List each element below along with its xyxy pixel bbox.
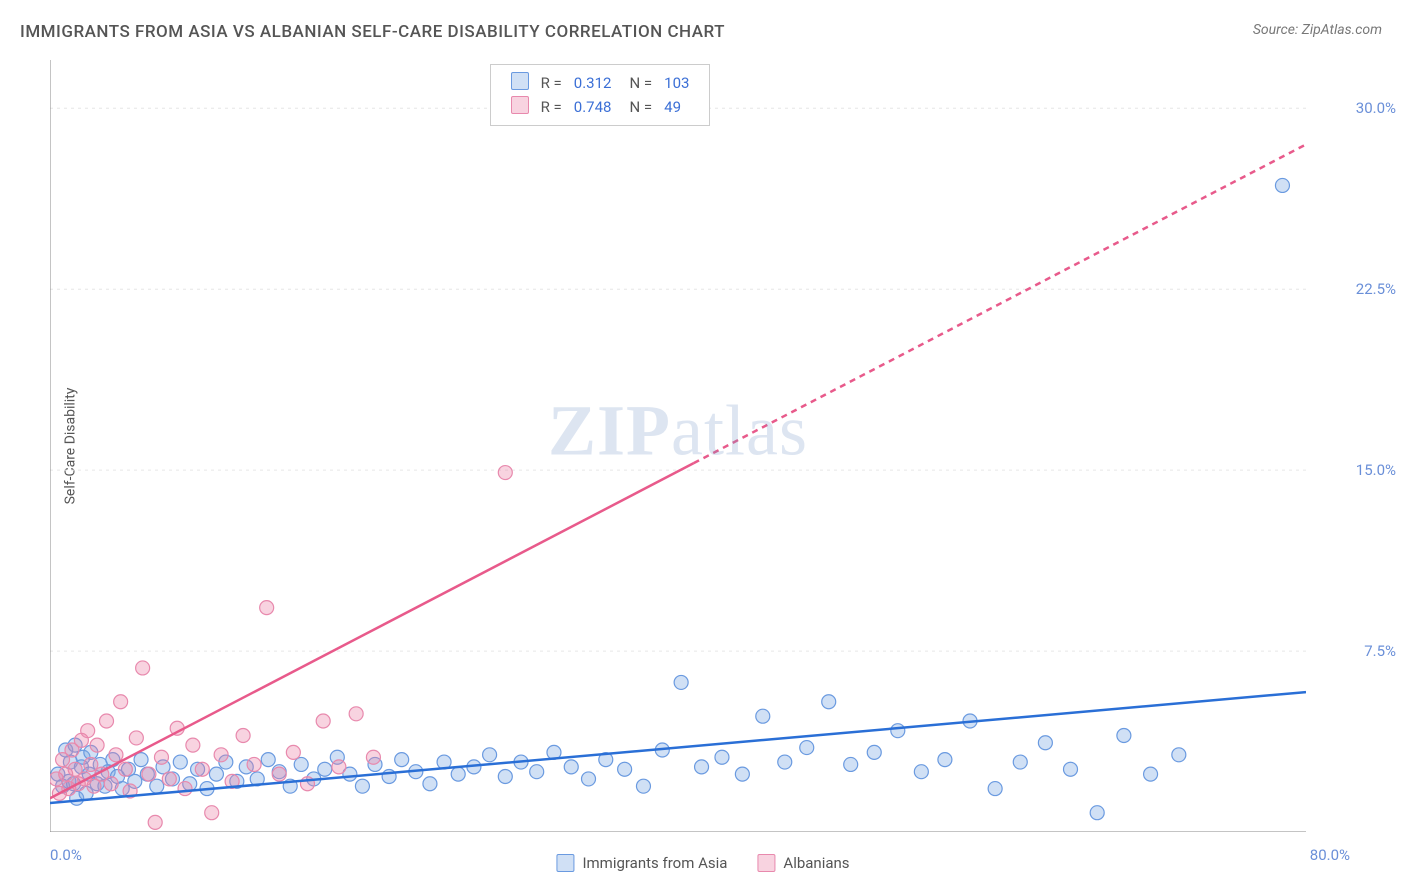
y-tick-label: 7.5% <box>1364 642 1396 660</box>
legend-label: Immigrants from Asia <box>582 854 727 872</box>
y-tick-label: 22.5% <box>1356 280 1396 298</box>
legend-item-albanians: Albanians <box>757 854 849 872</box>
chart-title: IMMIGRANTS FROM ASIA VS ALBANIAN SELF-CA… <box>20 22 725 42</box>
y-tick-label: 30.0% <box>1356 99 1396 117</box>
scatter-chart-svg <box>50 60 1306 832</box>
series-legend: Immigrants from Asia Albanians <box>556 854 849 872</box>
source-attribution: Source: ZipAtlas.com <box>1253 22 1382 38</box>
y-tick-label: 15.0% <box>1356 461 1396 479</box>
legend-label: Albanians <box>783 854 849 872</box>
x-tick-origin: 0.0% <box>50 846 82 864</box>
legend-swatch <box>556 854 574 872</box>
correlation-legend: R =0.312 N =103 R =0.748 N =49 <box>490 64 711 126</box>
x-tick-max: 80.0% <box>1310 846 1350 864</box>
legend-item-asia: Immigrants from Asia <box>556 854 727 872</box>
chart-plot-area: ZIPatlas R =0.312 N =103 R =0.748 N =49 <box>50 60 1306 832</box>
legend-swatch <box>757 854 775 872</box>
